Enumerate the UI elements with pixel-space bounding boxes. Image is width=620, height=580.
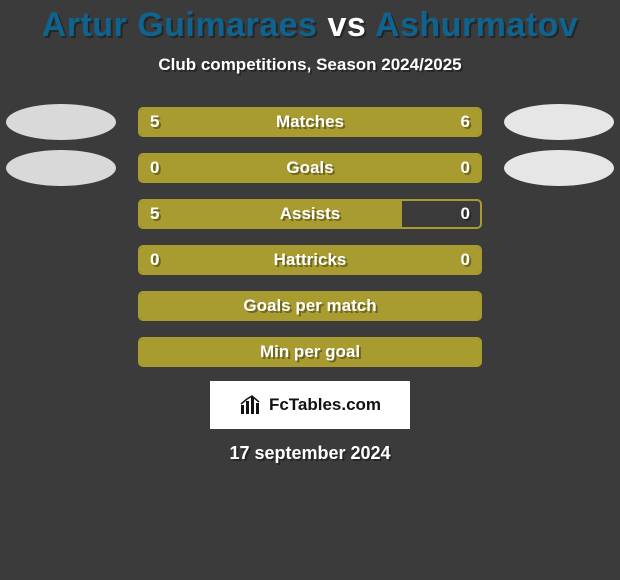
stat-row: Hattricks00	[0, 237, 620, 283]
chart-icon	[239, 393, 263, 417]
stat-row: Matches56	[0, 99, 620, 145]
stat-bar-left	[140, 155, 480, 181]
brand-logo: FcTables.com	[210, 381, 410, 429]
stat-bar-left	[140, 109, 295, 135]
stat-row: Goals00	[0, 145, 620, 191]
player1-marker	[6, 150, 116, 186]
stat-rows: Matches56Goals00Assists50Hattricks00 Goal…	[0, 99, 620, 375]
stat-bar-left	[140, 339, 480, 365]
stat-row: Assists50	[0, 191, 620, 237]
stat-bar-left	[140, 247, 480, 273]
stat-bar: Goals per match	[138, 291, 482, 321]
player1-marker	[6, 104, 116, 140]
player2-marker	[504, 104, 614, 140]
comparison-infographic: Artur Guimaraes vs Ashurmatov Club compe…	[0, 0, 620, 580]
stat-row: Min per goal	[0, 329, 620, 375]
subtitle: Club competitions, Season 2024/2025	[0, 55, 620, 75]
page-title: Artur Guimaraes vs Ashurmatov	[0, 6, 620, 45]
stat-bar: Min per goal	[138, 337, 482, 367]
title-player1: Artur Guimaraes	[42, 6, 318, 44]
stat-bar: Assists	[138, 199, 482, 229]
player2-marker	[504, 150, 614, 186]
stat-bar: Matches	[138, 107, 482, 137]
stat-bar-left	[140, 201, 402, 227]
stat-bar-left	[140, 293, 480, 319]
stat-bar: Goals	[138, 153, 482, 183]
stat-bar-right	[295, 109, 480, 135]
brand-text: FcTables.com	[269, 395, 381, 415]
title-vs: vs	[327, 6, 366, 44]
stat-bar: Hattricks	[138, 245, 482, 275]
date-text: 17 september 2024	[0, 443, 620, 464]
title-player2: Ashurmatov	[375, 6, 578, 44]
stat-row: Goals per match	[0, 283, 620, 329]
